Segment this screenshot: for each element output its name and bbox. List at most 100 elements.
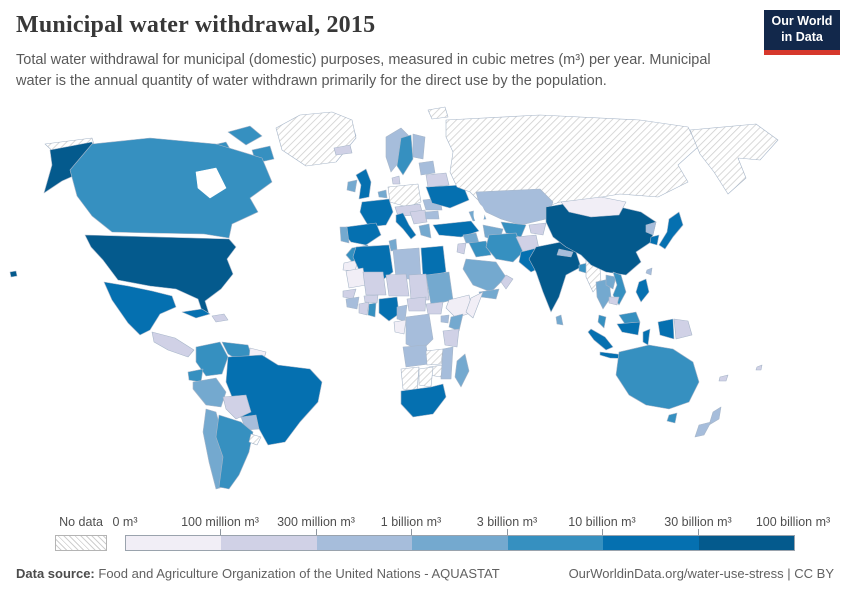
country-argentina[interactable] xyxy=(215,414,254,490)
country-canada[interactable] xyxy=(69,137,273,239)
country-ecuador[interactable] xyxy=(187,368,204,383)
country-gabon-congo[interactable] xyxy=(393,319,407,335)
legend-bin-4[interactable] xyxy=(507,536,604,550)
country-madagascar[interactable] xyxy=(454,353,470,388)
country-indonesia-kalimantan[interactable] xyxy=(616,321,641,336)
country-sri-lanka[interactable] xyxy=(555,314,564,326)
country-kazakhstan[interactable] xyxy=(475,188,554,226)
country-papua-new-guinea[interactable] xyxy=(673,318,693,340)
country-taiwan[interactable] xyxy=(645,267,653,276)
country-new-zealand-south[interactable] xyxy=(694,421,712,438)
country-niger[interactable] xyxy=(385,273,410,297)
country-laos[interactable] xyxy=(605,274,617,290)
country-baltics[interactable] xyxy=(418,160,436,176)
country-angola[interactable] xyxy=(402,344,430,368)
country-germany-poland[interactable] xyxy=(387,183,422,208)
legend-bin-5[interactable] xyxy=(603,536,699,550)
country-dr-congo[interactable] xyxy=(405,313,434,352)
country-portugal[interactable] xyxy=(339,226,350,244)
country-philippines[interactable] xyxy=(635,278,650,303)
country-greece[interactable] xyxy=(418,223,432,239)
country-kenya[interactable] xyxy=(448,313,464,332)
country-malaysia-peninsula[interactable] xyxy=(597,314,607,329)
country-finland[interactable] xyxy=(412,133,426,160)
country-nigeria[interactable] xyxy=(378,296,400,322)
country-egypt[interactable] xyxy=(420,245,447,279)
country-iran[interactable] xyxy=(485,232,524,263)
country-mali[interactable] xyxy=(362,271,387,296)
country-syria[interactable] xyxy=(462,232,480,244)
country-tunisia[interactable] xyxy=(388,238,398,252)
country-hispaniola[interactable] xyxy=(211,313,229,323)
country-saudi-arabia[interactable] xyxy=(462,258,507,293)
country-indonesia-sulawesi[interactable] xyxy=(642,328,651,346)
country-hawaii[interactable] xyxy=(9,270,18,278)
country-ghana[interactable] xyxy=(367,302,377,318)
legend-bin-0[interactable] xyxy=(126,536,222,550)
country-indonesia-sumatra[interactable] xyxy=(587,328,614,351)
country-uk[interactable] xyxy=(355,168,372,200)
legend-bin-6[interactable] xyxy=(698,536,794,550)
country-botswana[interactable] xyxy=(418,366,434,388)
country-tasmania[interactable] xyxy=(666,412,678,424)
country-namibia[interactable] xyxy=(400,366,420,392)
no-data-swatch[interactable] xyxy=(55,535,107,551)
country-ireland[interactable] xyxy=(346,179,358,193)
country-cameroon[interactable] xyxy=(396,304,408,322)
country-burkina-faso[interactable] xyxy=(363,294,379,304)
country-mexico[interactable] xyxy=(103,281,177,336)
country-fiji[interactable] xyxy=(755,364,763,371)
country-greenland[interactable] xyxy=(275,111,357,167)
country-bolivia[interactable] xyxy=(222,394,252,420)
country-france[interactable] xyxy=(359,198,394,228)
owid-link[interactable]: OurWorldinData.org/water-use-stress xyxy=(568,566,784,581)
country-mauritania[interactable] xyxy=(345,267,367,289)
country-canada-arctic1[interactable] xyxy=(227,125,263,146)
country-israel-jordan[interactable] xyxy=(456,242,467,255)
country-japan[interactable] xyxy=(658,211,684,250)
country-mongolia[interactable] xyxy=(560,196,627,218)
country-mozambique[interactable] xyxy=(440,346,454,380)
country-uruguay[interactable] xyxy=(248,433,262,446)
country-oman[interactable] xyxy=(500,274,514,290)
country-south-sudan[interactable] xyxy=(425,301,444,315)
owid-logo[interactable]: Our World in Data xyxy=(764,10,840,55)
country-india[interactable] xyxy=(528,241,582,313)
country-italy[interactable] xyxy=(395,212,417,240)
country-iraq[interactable] xyxy=(468,240,492,258)
country-guinea[interactable] xyxy=(345,296,360,310)
country-cambodia[interactable] xyxy=(608,296,620,306)
country-zambia[interactable] xyxy=(425,348,444,366)
country-new-zealand-north[interactable] xyxy=(708,406,722,426)
country-uganda[interactable] xyxy=(440,314,450,324)
legend-bin-3[interactable] xyxy=(412,536,508,550)
country-peru[interactable] xyxy=(192,377,227,408)
country-somalia[interactable] xyxy=(465,291,484,319)
country-indonesia-papua[interactable] xyxy=(657,318,675,340)
country-russia-fareast[interactable] xyxy=(689,123,779,195)
country-belarus[interactable] xyxy=(425,172,450,188)
country-kyrgyzstan-tajikistan[interactable] xyxy=(528,222,547,236)
country-iceland[interactable] xyxy=(333,144,353,156)
country-south-korea[interactable] xyxy=(649,234,660,246)
country-nepal[interactable] xyxy=(556,248,574,258)
country-balkans[interactable] xyxy=(409,209,428,225)
legend-bin-2[interactable] xyxy=(316,536,413,550)
country-bulgaria[interactable] xyxy=(424,210,440,220)
country-new-caledonia[interactable] xyxy=(718,374,729,382)
country-central-america[interactable] xyxy=(151,331,195,358)
country-sweden[interactable] xyxy=(396,134,414,176)
country-chad[interactable] xyxy=(408,273,430,301)
country-central-african-republic[interactable] xyxy=(406,296,427,312)
country-ivory-coast[interactable] xyxy=(358,301,370,316)
country-svalbard[interactable] xyxy=(427,106,449,120)
country-tanzania[interactable] xyxy=(442,328,460,348)
legend-bin-1[interactable] xyxy=(221,536,317,550)
country-south-africa[interactable] xyxy=(400,383,447,418)
country-cuba[interactable] xyxy=(181,308,211,319)
country-benelux[interactable] xyxy=(377,189,388,199)
country-australia[interactable] xyxy=(615,344,700,410)
country-denmark[interactable] xyxy=(391,175,401,185)
country-north-korea[interactable] xyxy=(645,221,657,236)
country-colombia[interactable] xyxy=(195,341,229,377)
